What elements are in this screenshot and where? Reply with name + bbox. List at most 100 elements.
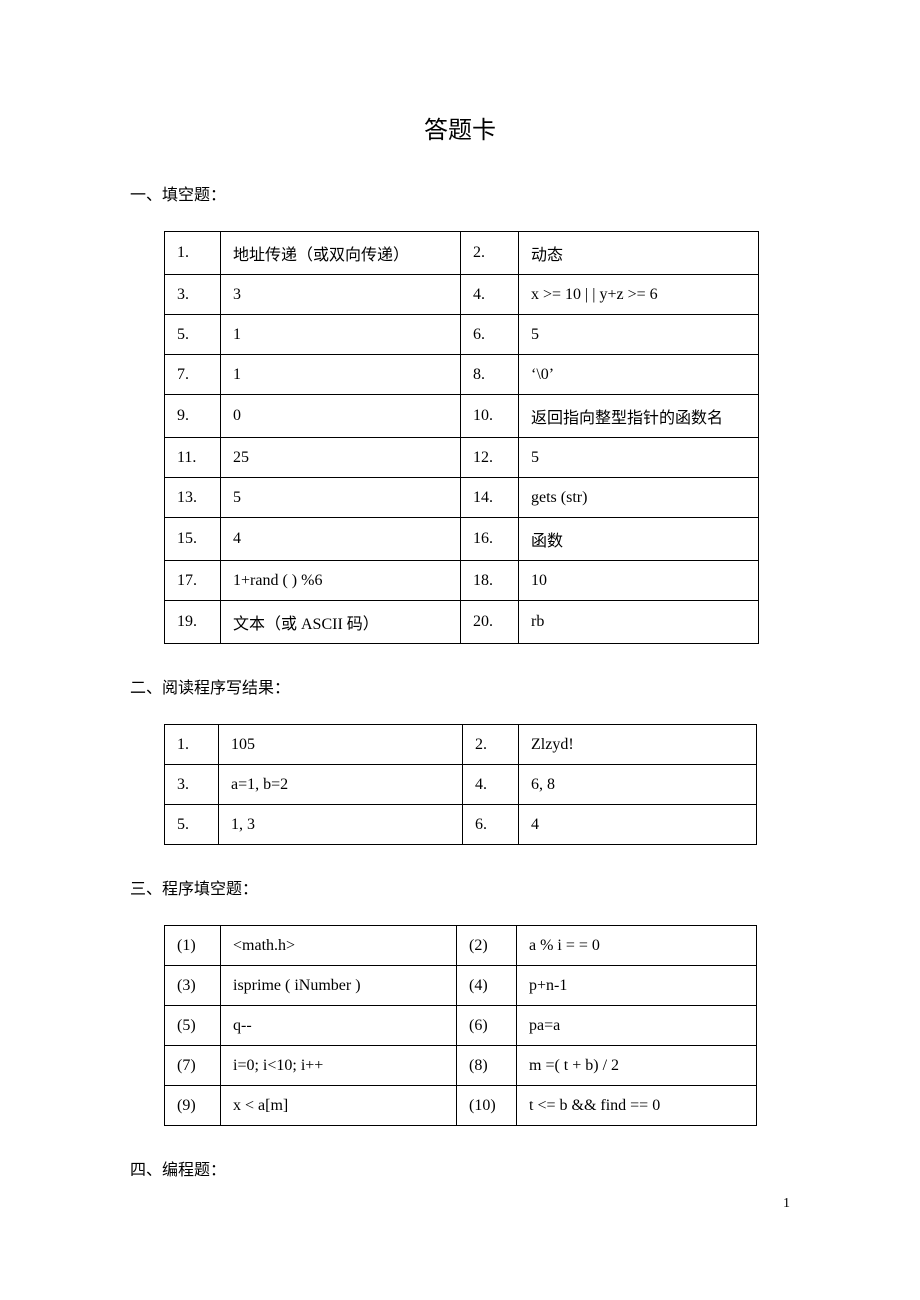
page-number: 1 bbox=[783, 1196, 790, 1212]
cell-number: 6. bbox=[463, 805, 519, 845]
table-fill-blank: 1.地址传递（或双向传递）2.动态3.34.x >= 10 | | y+z >=… bbox=[164, 231, 759, 644]
cell-answer: 1, 3 bbox=[219, 805, 463, 845]
cell-number: 11. bbox=[165, 438, 221, 478]
cell-answer: 文本（或 ASCII 码） bbox=[221, 601, 461, 644]
cell-number: (10) bbox=[457, 1086, 517, 1126]
table-program-fill: (1)<math.h>(2)a % i = = 0(3)isprime ( iN… bbox=[164, 925, 757, 1126]
table-row: 7.18.‘\0’ bbox=[165, 355, 759, 395]
cell-answer: 地址传递（或双向传递） bbox=[221, 232, 461, 275]
cell-answer: m =( t + b) / 2 bbox=[517, 1046, 757, 1086]
cell-number: 5. bbox=[165, 315, 221, 355]
cell-number: 1. bbox=[165, 232, 221, 275]
cell-number: 12. bbox=[461, 438, 519, 478]
cell-answer: i=0; i<10; i++ bbox=[221, 1046, 457, 1086]
table-row: 13.514.gets (str) bbox=[165, 478, 759, 518]
cell-answer: pa=a bbox=[517, 1006, 757, 1046]
cell-answer: a % i = = 0 bbox=[517, 926, 757, 966]
cell-number: 2. bbox=[461, 232, 519, 275]
cell-number: (8) bbox=[457, 1046, 517, 1086]
cell-answer: 动态 bbox=[519, 232, 759, 275]
cell-answer: p+n-1 bbox=[517, 966, 757, 1006]
cell-answer: x >= 10 | | y+z >= 6 bbox=[519, 275, 759, 315]
cell-number: 20. bbox=[461, 601, 519, 644]
table-row: 1.1052.Zlzyd! bbox=[165, 725, 757, 765]
cell-number: 14. bbox=[461, 478, 519, 518]
cell-number: 9. bbox=[165, 395, 221, 438]
cell-answer: 1+rand ( ) %6 bbox=[221, 561, 461, 601]
cell-answer: 1 bbox=[221, 315, 461, 355]
cell-answer: gets (str) bbox=[519, 478, 759, 518]
table2-body: 1.1052.Zlzyd!3.a=1, b=24.6, 85.1, 36.4 bbox=[165, 725, 757, 845]
cell-number: 7. bbox=[165, 355, 221, 395]
cell-answer: 4 bbox=[519, 805, 757, 845]
cell-answer: 4 bbox=[221, 518, 461, 561]
cell-number: 16. bbox=[461, 518, 519, 561]
table-row: (7)i=0; i<10; i++(8)m =( t + b) / 2 bbox=[165, 1046, 757, 1086]
cell-answer: 105 bbox=[219, 725, 463, 765]
cell-number: (6) bbox=[457, 1006, 517, 1046]
table-row: 5.16.5 bbox=[165, 315, 759, 355]
cell-number: 10. bbox=[461, 395, 519, 438]
page-title: 答题卡 bbox=[130, 110, 790, 145]
cell-number: 18. bbox=[461, 561, 519, 601]
cell-number: 6. bbox=[461, 315, 519, 355]
cell-number: 13. bbox=[165, 478, 221, 518]
table-row: 19.文本（或 ASCII 码）20.rb bbox=[165, 601, 759, 644]
section4-heading: 四、编程题： bbox=[130, 1156, 790, 1180]
table-read-program: 1.1052.Zlzyd!3.a=1, b=24.6, 85.1, 36.4 bbox=[164, 724, 757, 845]
cell-number: 1. bbox=[165, 725, 219, 765]
cell-number: 15. bbox=[165, 518, 221, 561]
cell-number: 4. bbox=[461, 275, 519, 315]
table-row: 15.416.函数 bbox=[165, 518, 759, 561]
table-row: (3)isprime ( iNumber )(4)p+n-1 bbox=[165, 966, 757, 1006]
cell-answer: ‘\0’ bbox=[519, 355, 759, 395]
table-row: 5.1, 36.4 bbox=[165, 805, 757, 845]
cell-number: 5. bbox=[165, 805, 219, 845]
cell-answer: x < a[m] bbox=[221, 1086, 457, 1126]
table3-body: (1)<math.h>(2)a % i = = 0(3)isprime ( iN… bbox=[165, 926, 757, 1126]
cell-number: (5) bbox=[165, 1006, 221, 1046]
cell-answer: 3 bbox=[221, 275, 461, 315]
cell-answer: 5 bbox=[519, 438, 759, 478]
cell-answer: 函数 bbox=[519, 518, 759, 561]
table-row: 9.010.返回指向整型指针的函数名 bbox=[165, 395, 759, 438]
cell-number: 8. bbox=[461, 355, 519, 395]
cell-number: 4. bbox=[463, 765, 519, 805]
table-row: 11.2512.5 bbox=[165, 438, 759, 478]
table-row: (5)q--(6)pa=a bbox=[165, 1006, 757, 1046]
table-row: (1)<math.h>(2)a % i = = 0 bbox=[165, 926, 757, 966]
cell-answer: t <= b && find == 0 bbox=[517, 1086, 757, 1126]
section3-heading: 三、程序填空题： bbox=[130, 875, 790, 899]
cell-answer: Zlzyd! bbox=[519, 725, 757, 765]
section1-heading: 一、填空题： bbox=[130, 181, 790, 205]
section2-heading: 二、阅读程序写结果： bbox=[130, 674, 790, 698]
cell-answer: isprime ( iNumber ) bbox=[221, 966, 457, 1006]
cell-answer: q-- bbox=[221, 1006, 457, 1046]
cell-answer: <math.h> bbox=[221, 926, 457, 966]
cell-answer: 10 bbox=[519, 561, 759, 601]
cell-answer: 5 bbox=[519, 315, 759, 355]
table-row: 1.地址传递（或双向传递）2.动态 bbox=[165, 232, 759, 275]
cell-answer: rb bbox=[519, 601, 759, 644]
cell-answer: 5 bbox=[221, 478, 461, 518]
cell-number: 17. bbox=[165, 561, 221, 601]
cell-answer: 1 bbox=[221, 355, 461, 395]
cell-number: (4) bbox=[457, 966, 517, 1006]
table-row: 3.a=1, b=24.6, 8 bbox=[165, 765, 757, 805]
cell-answer: a=1, b=2 bbox=[219, 765, 463, 805]
cell-number: 19. bbox=[165, 601, 221, 644]
table-row: 17.1+rand ( ) %618.10 bbox=[165, 561, 759, 601]
cell-number: (9) bbox=[165, 1086, 221, 1126]
cell-number: (1) bbox=[165, 926, 221, 966]
cell-number: (2) bbox=[457, 926, 517, 966]
table1-body: 1.地址传递（或双向传递）2.动态3.34.x >= 10 | | y+z >=… bbox=[165, 232, 759, 644]
cell-number: 3. bbox=[165, 765, 219, 805]
table-row: (9)x < a[m](10)t <= b && find == 0 bbox=[165, 1086, 757, 1126]
table-row: 3.34.x >= 10 | | y+z >= 6 bbox=[165, 275, 759, 315]
cell-number: 2. bbox=[463, 725, 519, 765]
cell-number: (7) bbox=[165, 1046, 221, 1086]
cell-answer: 返回指向整型指针的函数名 bbox=[519, 395, 759, 438]
cell-number: (3) bbox=[165, 966, 221, 1006]
cell-number: 3. bbox=[165, 275, 221, 315]
cell-answer: 6, 8 bbox=[519, 765, 757, 805]
